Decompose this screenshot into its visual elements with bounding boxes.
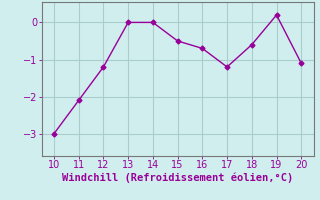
X-axis label: Windchill (Refroidissement éolien,°C): Windchill (Refroidissement éolien,°C) — [62, 173, 293, 183]
